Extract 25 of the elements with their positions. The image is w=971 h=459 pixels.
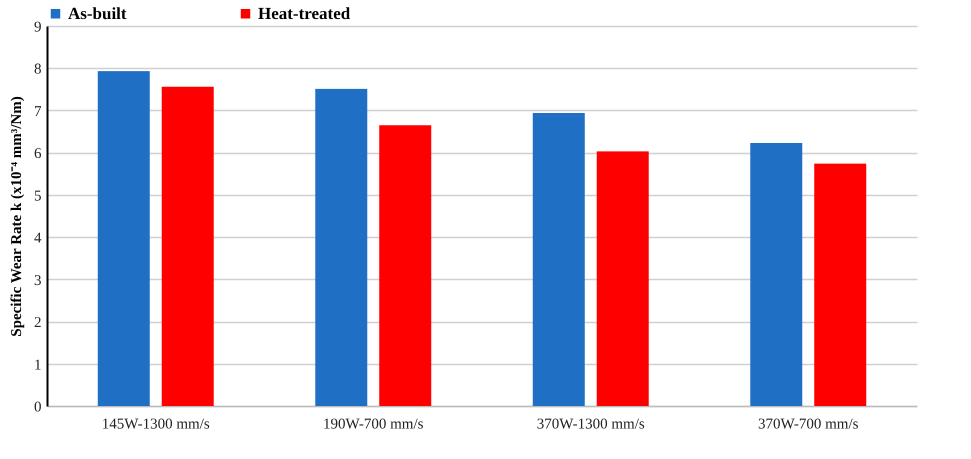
x-tick-label: 190W-700 mm/s: [323, 416, 424, 432]
bar: [162, 86, 214, 406]
bar: [814, 164, 866, 406]
y-tick-label: 7: [34, 104, 42, 120]
bar: [379, 125, 432, 406]
y-tick-label: 3: [34, 272, 42, 289]
bar: [750, 142, 802, 406]
y-tick-label: 4: [34, 230, 42, 247]
y-tick-label: 1: [34, 357, 42, 374]
y-tick-label: 8: [34, 62, 42, 78]
bar: [98, 71, 150, 406]
x-tick-label: 370W-700 mm/s: [758, 416, 859, 432]
x-tick-label: 370W-1300 mm/s: [536, 416, 645, 432]
y-tick-label: 0: [34, 400, 42, 416]
y-axis-title: Specific Wear Rate k (x10⁻⁴ mm³/Nm): [9, 96, 25, 337]
y-tick-label: 9: [34, 20, 42, 36]
legend-label: As-built: [68, 4, 127, 23]
y-tick-label: 2: [34, 315, 42, 332]
x-tick-label: 145W-1300 mm/s: [102, 416, 210, 432]
bar: [532, 112, 585, 406]
bar: [596, 151, 649, 406]
y-tick-label: 5: [34, 188, 42, 204]
bar: [315, 88, 368, 406]
legend-label: Heat-treated: [258, 4, 351, 23]
y-tick-label: 6: [34, 146, 42, 162]
